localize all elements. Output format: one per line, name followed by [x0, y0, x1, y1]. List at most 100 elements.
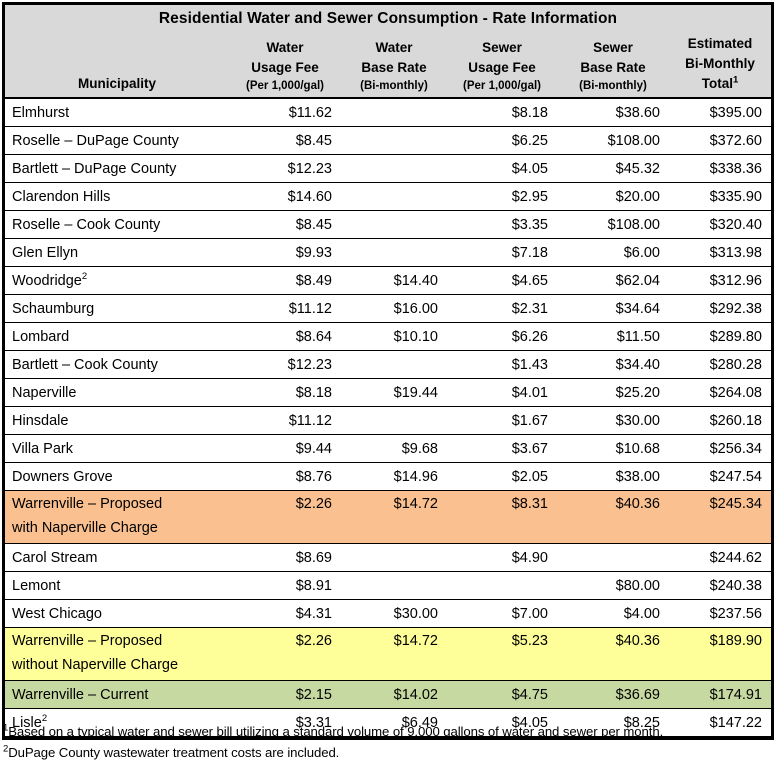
rate-table: Residential Water and Sewer Consumption … — [2, 2, 774, 740]
table-row: Clarendon Hills $14.60 $2.95 $20.00 $335.90 — [5, 183, 771, 211]
header-line: (Per 1,000/gal) — [463, 80, 541, 92]
header-line: Base Rate — [580, 60, 646, 75]
water-usage-cell: $3.31 — [295, 714, 332, 731]
municipality-name: Hinsdale — [12, 412, 69, 429]
water-usage-cell: $11.62 — [288, 104, 332, 121]
sewer-base-cell: $38.00 — [615, 468, 660, 485]
table-row: Villa Park $9.44 $9.68 $3.67 $10.68 $256.34 — [5, 435, 771, 463]
municipality-name: Downers Grove — [12, 468, 113, 485]
water-usage-cell: $9.44 — [295, 440, 332, 457]
municipality-cell: Schaumburg — [5, 295, 229, 322]
column-header-water-base-rate: Water Base Rate (Bi-monthly) — [341, 33, 447, 97]
water-base-cell: $9.68 — [401, 440, 438, 457]
sewer-usage-cell: $6.26 — [511, 328, 548, 345]
header-line: Municipality — [77, 76, 156, 91]
column-header-sewer-base-rate: Sewer Base Rate (Bi-monthly) — [557, 33, 669, 97]
sewer-base-cell: $80.00 — [615, 577, 660, 594]
total-cell: $335.90 — [709, 188, 762, 205]
water-usage-cell: $11.12 — [288, 412, 332, 429]
sewer-usage-cell: $8.18 — [511, 104, 548, 121]
municipality-cell: Roselle – Cook County — [5, 211, 229, 238]
sewer-base-cell: $10.68 — [615, 440, 660, 457]
municipality-name: Bartlett – DuPage County — [12, 160, 177, 177]
municipality-name: Roselle – DuPage County — [12, 132, 179, 149]
water-usage-cell: $8.45 — [295, 216, 332, 233]
total-cell: $174.91 — [709, 686, 762, 703]
sewer-usage-cell: $2.31 — [511, 300, 548, 317]
sewer-base-cell: $108.00 — [607, 132, 660, 149]
municipality-cell: Lombard — [5, 323, 229, 350]
municipality-name: Woodridge2 — [12, 270, 88, 289]
table-row: Roselle – Cook County $8.45 $3.35 $108.00 $3… — [5, 211, 771, 239]
header-line: Base Rate — [361, 60, 427, 75]
water-usage-cell: $8.91 — [295, 577, 332, 594]
water-base-cell: $10.10 — [393, 328, 438, 345]
municipality-name: Lemont — [12, 577, 61, 594]
sewer-usage-cell: $6.25 — [511, 132, 548, 149]
water-usage-cell: $2.26 — [295, 633, 332, 649]
sewer-usage-cell: $4.90 — [511, 549, 548, 566]
table-row: Downers Grove $8.76 $14.96 $2.05 $38.00 $247.… — [5, 463, 771, 491]
water-base-cell: $14.02 — [393, 686, 438, 703]
column-header-estimated-total: Estimated Bi-Monthly Total1 — [669, 33, 771, 97]
municipality-cell: Glen Ellyn — [5, 239, 229, 266]
table-row: Woodridge2 $8.49 $14.40 $4.65 $62.04 $312.96 — [5, 267, 771, 295]
water-base-cell: $14.40 — [393, 272, 438, 289]
table-body: Elmhurst $11.62 $8.18 $38.60 $395.00 Roselle … — [5, 99, 771, 737]
water-base-cell — [341, 127, 447, 154]
table-row: Bartlett – Cook County $12.23 $1.43 $34.40 $… — [5, 351, 771, 379]
sewer-base-cell: $40.36 — [615, 633, 660, 649]
table-row: Roselle – DuPage County $8.45 $6.25 $108.00… — [5, 127, 771, 155]
water-usage-cell: $8.69 — [295, 549, 332, 566]
table-row: Glen Ellyn $9.93 $7.18 $6.00 $313.98 — [5, 239, 771, 267]
water-base-cell — [341, 211, 447, 238]
municipality-cell: Woodridge2 — [5, 267, 229, 294]
sewer-base-cell: $30.00 — [615, 412, 660, 429]
municipality-name: Bartlett – Cook County — [12, 356, 158, 373]
sewer-usage-cell: $5.23 — [511, 633, 548, 649]
water-usage-cell: $8.45 — [295, 132, 332, 149]
footnote-2: 2DuPage County wastewater treatment cost… — [3, 743, 340, 760]
sewer-usage-cell: $1.67 — [511, 412, 548, 429]
water-usage-cell: $8.76 — [295, 468, 332, 485]
sewer-base-cell: $38.60 — [615, 104, 660, 121]
header-line: Sewer — [482, 40, 522, 55]
municipality-cell: Villa Park — [5, 435, 229, 462]
water-usage-cell: $12.23 — [287, 356, 332, 373]
water-usage-cell: $8.64 — [295, 328, 332, 345]
total-cell: $247.54 — [709, 468, 762, 485]
water-base-cell: $6.49 — [401, 714, 438, 731]
municipality-cell: Roselle – DuPage County — [5, 127, 229, 154]
total-cell: $260.18 — [709, 412, 762, 429]
footnote-1: 1Based on a typical water and sewer bill… — [3, 722, 664, 739]
total-cell: $320.40 — [709, 216, 762, 233]
table-row: Bartlett – DuPage County $12.23 $4.05 $45.3… — [5, 155, 771, 183]
table-row: West Chicago $4.31 $30.00 $7.00 $4.00 $237.56 — [5, 600, 771, 628]
water-usage-cell: $8.49 — [295, 272, 332, 289]
water-base-cell: $14.72 — [393, 633, 438, 649]
municipality-name: Schaumburg — [12, 300, 95, 317]
municipality-cell: Lemont — [5, 572, 229, 599]
water-base-cell — [341, 239, 447, 266]
sewer-usage-cell: $4.01 — [511, 384, 548, 401]
header-line: (Bi-monthly) — [360, 80, 428, 92]
municipality-name: Lombard — [12, 328, 70, 345]
header-row: Municipality Water Usage Fee (Per 1,000/gal… — [5, 33, 771, 99]
water-base-cell — [341, 183, 447, 210]
total-cell: $292.38 — [709, 300, 762, 317]
sewer-usage-cell: $4.05 — [511, 714, 548, 731]
total-cell: $147.22 — [709, 714, 762, 731]
table-row: Lisle2 $3.31 $6.49 $4.05 $8.25 $147.22 — [5, 709, 771, 737]
municipality-name: West Chicago — [12, 605, 102, 622]
water-usage-cell: $11.12 — [288, 300, 332, 317]
sewer-usage-cell: $4.75 — [511, 686, 548, 703]
sewer-usage-cell: $7.00 — [511, 605, 548, 622]
table-row: Warrenville – Current $2.15 $14.02 $4.75 $36… — [5, 681, 771, 709]
sewer-base-cell: $8.25 — [623, 714, 660, 731]
sewer-usage-cell — [447, 572, 557, 599]
column-header-sewer-usage-fee: Sewer Usage Fee (Per 1,000/gal) — [447, 33, 557, 97]
municipality-cell: Carol Stream — [5, 544, 229, 571]
total-cell: $313.98 — [709, 244, 762, 261]
sewer-base-cell: $20.00 — [615, 188, 660, 205]
municipality-cell: Clarendon Hills — [5, 183, 229, 210]
